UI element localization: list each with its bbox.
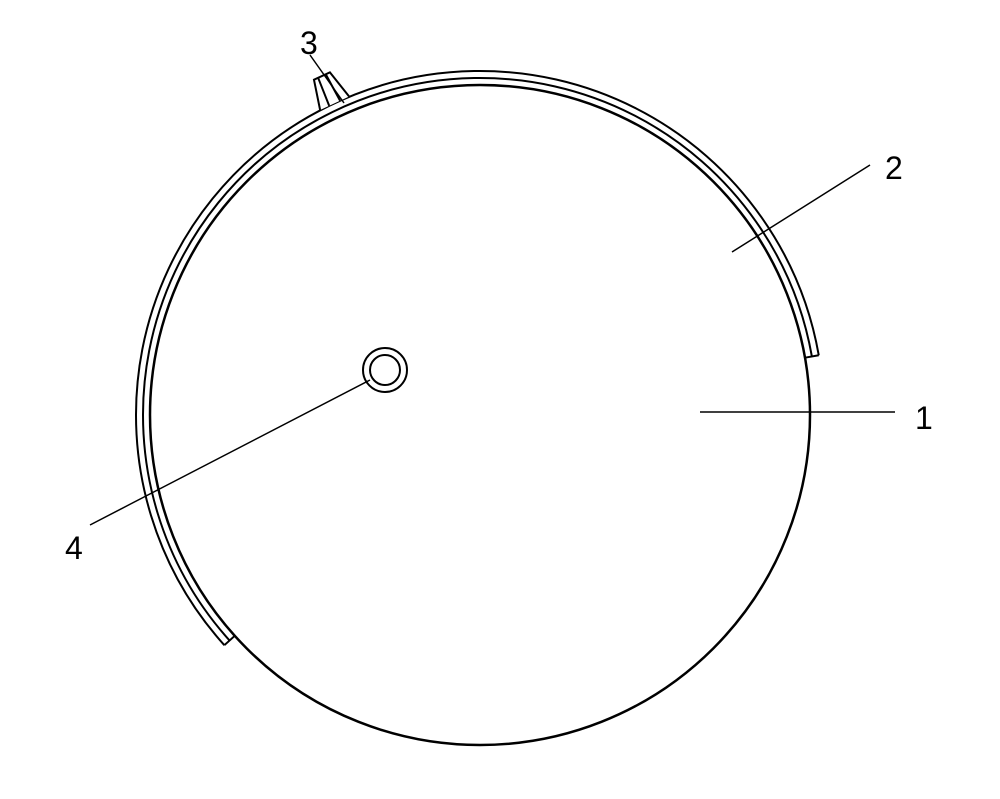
label-1: 1 <box>915 400 933 437</box>
label-4: 4 <box>65 530 83 567</box>
diagram-svg <box>0 0 1000 799</box>
label-2: 2 <box>885 150 903 187</box>
diagram-canvas: 1 2 3 4 <box>0 0 1000 799</box>
label-3: 3 <box>300 25 318 62</box>
